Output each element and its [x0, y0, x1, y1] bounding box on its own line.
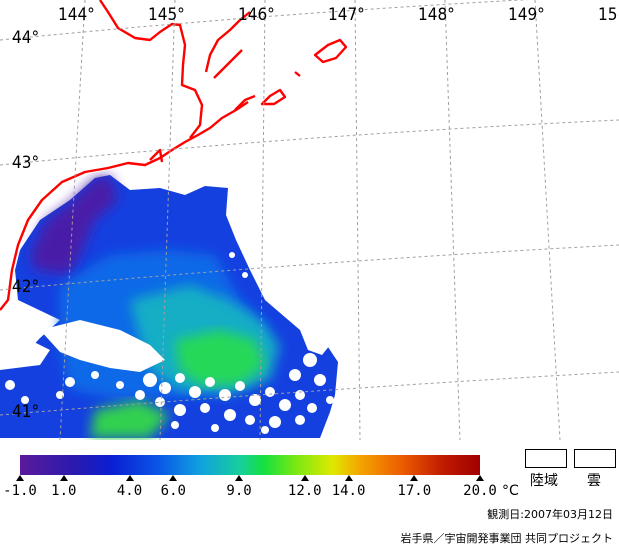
temperature-color-bar [20, 455, 480, 475]
latitude-label: 41° [12, 402, 39, 422]
color-bar-tick-label: 1.0 [51, 483, 77, 499]
color-bar-tick [169, 475, 178, 481]
credit-text: 岩手県／宇宙開発事業団 共同プロジェクト [400, 532, 614, 545]
color-bar-tick [476, 475, 484, 481]
color-bar-tick [344, 475, 353, 481]
graticule [0, 0, 619, 440]
longitude-label: 149° [508, 5, 545, 25]
observation-date: 観測日:2007年03月12日 [487, 508, 613, 521]
longitude-labels: 144° 145° 146° 147° 148° 149° 15 [58, 5, 617, 25]
sst-field [0, 175, 338, 438]
longitude-label: 147° [328, 5, 365, 25]
longitude-label: 146° [238, 5, 275, 25]
legend: -1.0 1.0 4.0 6.0 9.0 12.0 14.0 17.0 20.0 °C 陸域 雲… [0, 440, 619, 546]
temperature-unit: °C [502, 483, 519, 499]
latitude-label: 44° [12, 28, 39, 48]
color-bar-tick [59, 475, 68, 481]
longitude-label: 145° [148, 5, 185, 25]
latitude-labels: 44° 43° 42° 41° [12, 28, 39, 422]
land-key-swatch [525, 449, 567, 468]
color-bar-tick-label: 14.0 [331, 483, 366, 499]
coastline [0, 0, 348, 311]
longitude-label: 15 [598, 5, 617, 25]
color-bar-tick [410, 475, 419, 481]
color-bar-tick-label: 17.0 [397, 483, 432, 499]
latitude-label: 42° [12, 277, 39, 297]
cloud-key-swatch [574, 449, 616, 468]
color-bar-tick-label: 20.0 [463, 483, 497, 499]
sea-surface-temperature-map: 144° 145° 146° 147° 148° 149° 15 44° 43°… [0, 0, 619, 440]
latitude-label: 43° [12, 153, 39, 173]
color-bar-tick [125, 475, 134, 481]
color-bar-tick [300, 475, 309, 481]
color-bar-tick-label: -1.0 [3, 483, 37, 499]
color-bar-tick-label: 6.0 [160, 483, 186, 499]
color-bar-tick [235, 475, 244, 481]
cloud-mask [0, 252, 334, 434]
color-bar-tick-label: 4.0 [116, 483, 143, 499]
color-bar-tick-label: 12.0 [287, 483, 322, 499]
color-bar-tick [16, 475, 24, 481]
color-bar-tick-label: 9.0 [226, 483, 252, 499]
cloud-key-label: 雲 [587, 473, 601, 489]
longitude-label: 144° [58, 5, 95, 25]
land-key-label: 陸域 [530, 473, 558, 489]
longitude-label: 148° [418, 5, 455, 25]
